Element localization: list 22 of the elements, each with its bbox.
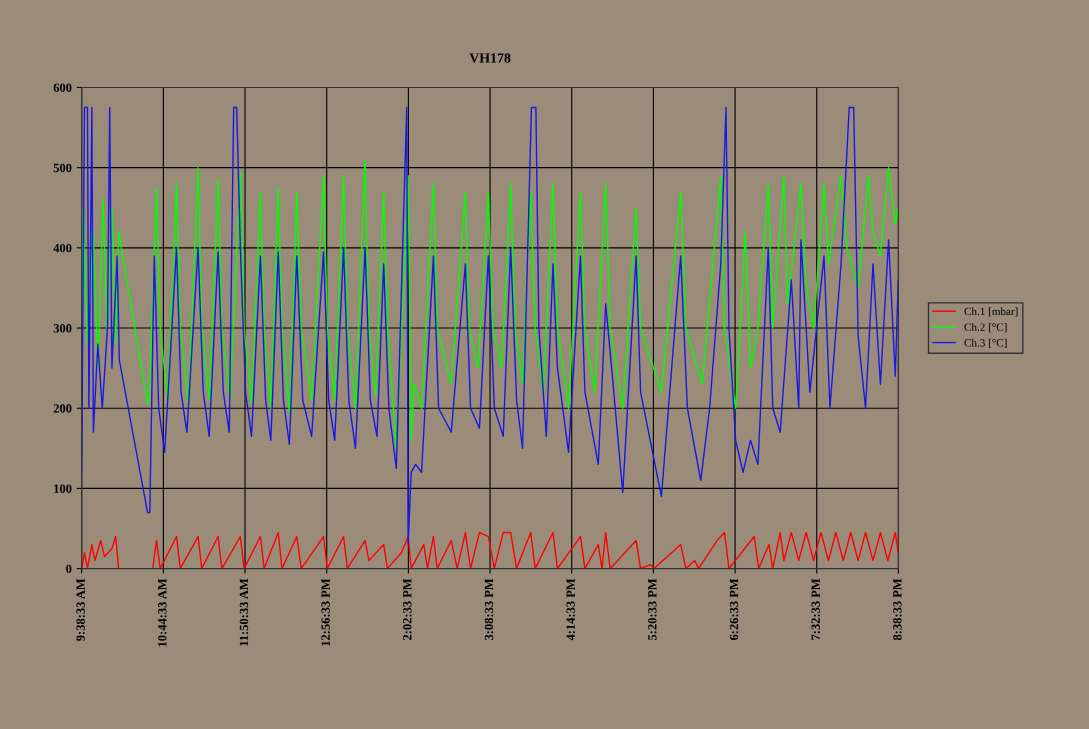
chart-title: VH178: [469, 53, 511, 63]
x-tick-label: 6:26:33 PM: [729, 578, 739, 641]
x-tick-label: 2:02:33 PM: [403, 578, 412, 640]
x-tick-label: 5:20:33 PM: [648, 578, 657, 640]
y-tick-label: 600: [53, 83, 72, 92]
x-tick-label: 4:14:33 PM: [566, 578, 575, 641]
y-tick-label: 300: [53, 324, 72, 333]
x-tick-label: 12:56:33 PM: [321, 578, 330, 646]
y-tick-label: 200: [53, 404, 72, 413]
y-tick-label: 100: [54, 484, 72, 493]
x-tick-label: 11:50:33 AM: [239, 578, 249, 646]
legend-label: Ch.3 [°C]: [964, 338, 1007, 348]
legend-label: Ch.1 [mbar]: [964, 307, 1018, 317]
y-tick-label: 500: [53, 163, 72, 173]
x-tick-label: 10:44:33 AM: [158, 578, 167, 647]
x-tick-label: 3:08:33 PM: [484, 578, 494, 640]
x-tick-label: 7:32:33 PM: [811, 578, 820, 640]
x-tick-label: 8:38:33 PM: [893, 578, 902, 641]
x-tick-label: 9:38:33 AM: [76, 578, 85, 641]
y-tick-label: 0: [66, 564, 72, 574]
legend-label: Ch.2 [°C]: [964, 323, 1007, 333]
y-tick-label: 400: [53, 243, 72, 253]
